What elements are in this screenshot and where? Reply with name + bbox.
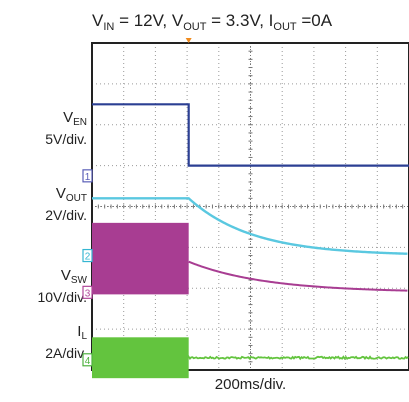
trace-inductor-current-band [92,337,189,379]
channel-label-switch-node: VSW 10V/div. [37,267,87,306]
trace-switch-node-decay [188,260,408,292]
channel-label-enable: VEN 5V/div. [45,109,87,148]
channel-label-output-voltage: VOUT 2V/div. [45,185,87,224]
channel-name: VOUT [55,185,87,205]
channel-ground-marker [82,169,93,183]
channel-name: IL [77,323,87,343]
channel-name: VSW [60,267,87,287]
channel-scale: 5V/div. [45,131,87,147]
trigger-marker [185,38,192,43]
trace-enable [92,103,409,167]
chart-title: VIN = 12V, VOUT = 3.3V, IOUT =0A [92,11,333,33]
trace-inductor-current [187,353,409,361]
channel-ground-marker [82,285,93,299]
channel-scale: 2A/div. [45,345,87,361]
channel-scale: 10V/div. [37,289,87,305]
plot-frame [91,42,409,371]
channel-name: VEN [63,109,87,129]
x-axis-label: 200ms/div. [214,376,287,393]
channel-number: 4 [85,356,91,367]
channel-ground-marker [82,248,93,263]
channel-ground-marker [82,353,93,367]
channel-scale: 2V/div. [45,207,87,223]
channel-number: 1 [85,172,91,183]
trace-switch-node-band [92,222,189,295]
trace-output-voltage [92,197,408,255]
channel-number: 3 [85,288,91,299]
channel-number: 2 [85,252,91,263]
channel-label-inductor-current: IL 2A/div. [45,323,87,362]
